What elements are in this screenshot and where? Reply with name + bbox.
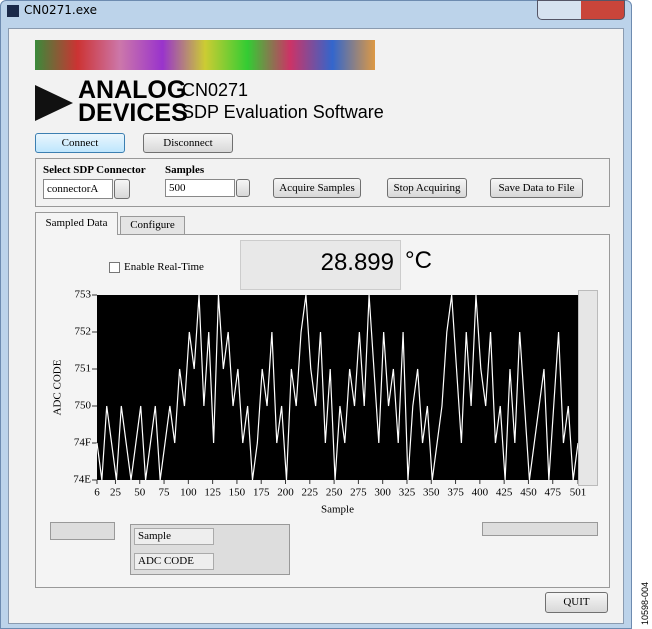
y-tick-label: 753 [75,289,92,301]
figure-id: 10598-004 [640,582,650,625]
x-tick-label: 501 [570,487,587,499]
x-tick-label: 75 [159,487,171,499]
connector-label: Select SDP Connector [43,164,146,176]
x-tick-label: 150 [229,487,246,499]
y-tick-label: 750 [75,400,92,412]
temperature-value: 28.899 [240,240,401,290]
x-tick-label: 200 [277,487,294,499]
scrollbar[interactable] [578,290,598,486]
x-tick-label: 100 [180,487,197,499]
y-tick-label: 752 [75,326,92,338]
x-tick-label: 325 [399,487,416,499]
legend-entry: ADC CODE [134,553,214,570]
x-tick-label: 450 [520,487,537,499]
realtime-label: Enable Real-Time [124,261,204,273]
x-tick-label: 350 [423,487,440,499]
window-title: CN0271.exe [24,3,97,17]
window-buttons[interactable] [537,0,625,20]
chart: 74E 74F 750 751 752 753 6 25 50 75 100 125 150 175 200… [40,285,605,520]
x-tick-label: 375 [447,487,464,499]
x-tick-label: 175 [253,487,270,499]
scrollbar[interactable] [482,522,598,536]
y-tick-label: 751 [75,363,92,375]
dropdown-arrow[interactable] [114,179,130,199]
y-tick-label: 74E [73,474,91,486]
stop-button[interactable]: Stop Acquiring [387,178,467,198]
x-tick-label: 125 [204,487,221,499]
checkbox[interactable] [109,262,120,273]
disconnect-button[interactable]: Disconnect [143,133,233,153]
x-tick-label: 25 [110,487,122,499]
samples-input[interactable]: 500 [165,179,235,197]
x-tick-label: 300 [374,487,391,499]
banner [35,40,375,70]
y-axis-label: ADC CODE [52,359,64,415]
temperature-unit: °C [405,247,432,275]
y-tick-label: 74F [74,437,91,449]
page: CN0271.exe ANALOG DEVICES CN0271 SDP Eva… [0,0,652,629]
product-name: CN0271 [182,80,248,101]
tab[interactable]: Configure [120,216,185,235]
acquire-button[interactable]: Acquire Samples [273,178,361,198]
x-tick-label: 425 [496,487,513,499]
quit-button[interactable]: QUIT [545,592,608,613]
samples-label: Samples [165,164,204,176]
product-subtitle: SDP Evaluation Software [182,102,384,123]
logo-text: DEVICES [78,101,188,125]
x-axis-label: Sample [321,504,354,516]
connect-button[interactable]: Connect [35,133,125,153]
tab[interactable]: Sampled Data [35,212,118,235]
graph-tools[interactable] [50,522,115,540]
x-tick-label: 250 [326,487,343,499]
x-tick-label: 6 [94,487,100,499]
x-tick-label: 400 [472,487,489,499]
app-icon [7,5,19,17]
spin-button[interactable] [236,179,250,197]
connector-select[interactable]: connectorA [43,179,113,199]
logo-mark [35,85,73,121]
save-button[interactable]: Save Data to File [490,178,583,198]
x-tick-label: 275 [350,487,367,499]
x-tick-label: 475 [544,487,561,499]
x-tick-label: 50 [134,487,146,499]
legend-entry: Sample [134,528,214,545]
x-tick-label: 225 [302,487,319,499]
